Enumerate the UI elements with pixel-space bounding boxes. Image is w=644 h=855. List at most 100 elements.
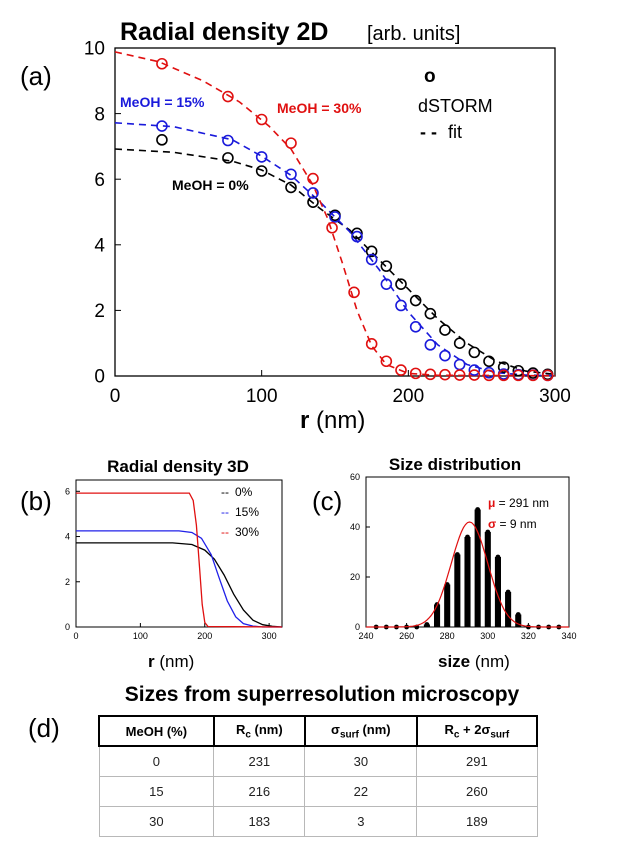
data-point-series-0 bbox=[439, 324, 451, 336]
chart-b-title: Radial density 3D bbox=[107, 457, 249, 476]
table-row: 30 183 3 189 bbox=[98, 806, 538, 837]
histogram-bar bbox=[444, 584, 451, 627]
y-tick-label: 2 bbox=[65, 577, 70, 587]
histogram-bar bbox=[464, 537, 471, 627]
x-tick-label: 0 bbox=[110, 386, 121, 407]
data-point-series-1 bbox=[453, 358, 466, 371]
data-point-series-1 bbox=[365, 253, 378, 266]
chart-c-xlabel: size (nm) bbox=[438, 652, 510, 671]
data-point-series-1 bbox=[222, 134, 234, 147]
fit-line-series-1 bbox=[114, 122, 556, 377]
data-point-series-2 bbox=[156, 57, 168, 70]
x-tick-label: 100 bbox=[246, 386, 278, 407]
data-point-series-1 bbox=[395, 299, 407, 312]
data-point-series-2 bbox=[483, 369, 495, 382]
table-row: 0 231 30 291 bbox=[98, 745, 538, 777]
legend-label: 15% bbox=[235, 505, 259, 519]
histogram-bar-cap bbox=[515, 612, 521, 617]
histogram-bar bbox=[515, 614, 522, 627]
y-tick-label: 6 bbox=[65, 486, 70, 496]
x-tick-label: 280 bbox=[440, 631, 455, 641]
data-point-series-1 bbox=[307, 187, 319, 199]
panel-label-d: (d) bbox=[28, 713, 60, 743]
x-tick-label: 300 bbox=[539, 386, 571, 407]
x-tick-label: 200 bbox=[392, 386, 424, 407]
y-tick-label: 20 bbox=[350, 572, 360, 582]
data-point-series-2 bbox=[439, 368, 451, 381]
y-tick-label: 6 bbox=[94, 170, 105, 191]
chart-b-xlabel: r (nm) bbox=[148, 652, 194, 671]
fit-line-series-0 bbox=[114, 148, 556, 376]
x-tick-label: 200 bbox=[197, 631, 212, 641]
data-point-series-0 bbox=[222, 152, 234, 164]
data-point-series-0 bbox=[307, 196, 319, 208]
histogram-bar-cap bbox=[465, 534, 470, 540]
x-tick-label: 240 bbox=[358, 631, 373, 641]
chart-a-legend-marker: o bbox=[424, 66, 436, 87]
table-cell: 15 bbox=[98, 776, 215, 807]
data-point-series-0 bbox=[395, 278, 407, 290]
legend-dash: -- bbox=[221, 505, 229, 519]
data-point-series-0 bbox=[156, 134, 168, 146]
data-point-series-2 bbox=[409, 367, 422, 380]
data-point-series-2 bbox=[365, 338, 378, 350]
data-point-series-2 bbox=[326, 221, 338, 234]
data-point-series-2 bbox=[527, 369, 539, 382]
table-cell: 30 bbox=[98, 806, 215, 837]
histogram-bar bbox=[494, 557, 501, 627]
x-tick-label: 340 bbox=[561, 631, 576, 641]
histogram-bar bbox=[423, 624, 430, 627]
x-tick-label: 300 bbox=[262, 631, 277, 641]
data-point-series-0 bbox=[351, 227, 363, 240]
chart-a-legend-marker-label: dSTORM bbox=[418, 96, 493, 116]
data-point-series-2 bbox=[222, 90, 234, 103]
histogram-bar-cap bbox=[383, 624, 389, 630]
table-cell: 0 bbox=[98, 745, 215, 777]
histogram-bar-cap bbox=[424, 622, 430, 627]
chart-a-plot-frame bbox=[114, 47, 556, 377]
histogram-bar bbox=[505, 592, 512, 627]
histogram-bar-cap bbox=[546, 624, 552, 630]
data-point-series-0 bbox=[365, 245, 378, 258]
histogram-bar-cap bbox=[414, 624, 420, 630]
panel-label-b: (b) bbox=[20, 486, 52, 516]
table-header-row: MeOH (%) Rc (nm) σsurf (nm) Rc + 2σsurf bbox=[98, 715, 539, 747]
line-series-2 bbox=[76, 492, 283, 628]
histogram-bar-cap bbox=[475, 507, 481, 512]
histogram-bar-cap bbox=[495, 554, 501, 560]
histogram-bar-cap bbox=[526, 624, 531, 630]
header-rc-plus-2sigma: Rc + 2σsurf bbox=[415, 715, 539, 747]
data-point-series-2 bbox=[307, 172, 319, 185]
data-point-series-0 bbox=[512, 364, 525, 377]
histogram-bar-cap bbox=[485, 529, 491, 535]
histogram-bar-cap bbox=[434, 602, 440, 607]
chart-c-plot-frame bbox=[365, 476, 570, 628]
header-sigma-surf: σsurf (nm) bbox=[303, 715, 418, 747]
data-point-series-0 bbox=[255, 165, 268, 177]
y-tick-label: 2 bbox=[94, 301, 105, 322]
data-point-series-0 bbox=[483, 355, 495, 368]
series-label-meoh-30: MeOH = 30% bbox=[277, 100, 362, 116]
data-point-series-1 bbox=[424, 339, 437, 351]
data-point-series-0 bbox=[453, 337, 466, 350]
data-point-series-1 bbox=[255, 151, 268, 163]
data-point-series-0 bbox=[380, 260, 393, 272]
histogram-bar-cap bbox=[505, 589, 511, 595]
data-point-series-1 bbox=[380, 278, 393, 290]
y-tick-label: 60 bbox=[350, 472, 360, 482]
data-point-series-0 bbox=[497, 361, 510, 373]
table-row: 15 216 22 260 bbox=[98, 776, 538, 807]
legend-label: 0% bbox=[235, 485, 253, 499]
line-series-0 bbox=[76, 542, 283, 628]
y-tick-label: 0 bbox=[355, 622, 360, 632]
series-label-meoh-0: MeOH = 0% bbox=[172, 177, 249, 193]
data-point-series-1 bbox=[285, 168, 297, 181]
y-tick-label: 4 bbox=[94, 235, 105, 256]
data-point-series-0 bbox=[409, 294, 422, 307]
data-point-series-0 bbox=[468, 346, 481, 359]
header-rc: Rc (nm) bbox=[212, 715, 306, 747]
table-cell: 260 bbox=[416, 776, 538, 807]
chart-a-legend-line-label: fit bbox=[448, 122, 462, 142]
data-point-series-2 bbox=[285, 137, 297, 149]
table-cell: 22 bbox=[304, 776, 418, 807]
